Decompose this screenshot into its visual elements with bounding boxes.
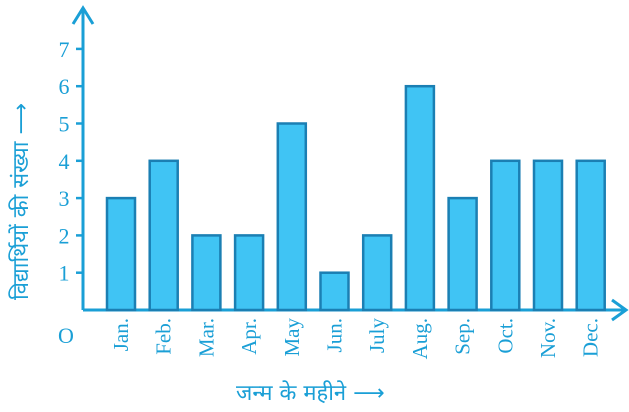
x-tick-label: Oct. — [493, 318, 517, 354]
bar — [276, 122, 308, 312]
y-tick-label: 4 — [59, 149, 70, 174]
x-tick-label: Feb. — [152, 318, 176, 355]
bar — [105, 196, 137, 312]
y-axis-title: विद्यार्थियों की संख्या ⟶ — [8, 103, 34, 300]
origin-label: O — [58, 323, 74, 348]
y-tick-label: 5 — [59, 112, 70, 137]
bar — [148, 159, 179, 312]
x-tick-label: Jun. — [323, 318, 347, 352]
bar — [233, 234, 265, 312]
bar — [404, 84, 436, 312]
x-tick-labels: Jan. Feb. Mar. Apr. May Jun. July Aug. Sep. Oct. N… — [109, 318, 603, 360]
x-tick-label: Mar. — [194, 318, 218, 357]
bar — [191, 234, 222, 312]
x-tick-label: Nov. — [536, 318, 560, 358]
x-axis-arrow-icon — [611, 298, 629, 322]
bars — [105, 84, 606, 312]
x-tick-label: Jan. — [109, 318, 133, 351]
bar — [532, 159, 564, 312]
bar — [575, 159, 606, 312]
bar — [490, 159, 521, 312]
y-tick-label: 1 — [59, 261, 70, 286]
x-tick-label: July — [365, 318, 389, 354]
y-tick-label: 7 — [59, 37, 70, 62]
y-axis-arrow-icon — [71, 5, 95, 25]
x-tick-label: May — [280, 318, 304, 357]
bar — [361, 234, 393, 312]
x-tick-label: Sep. — [451, 318, 475, 355]
x-tick-label: Aug. — [408, 318, 432, 359]
x-axis-title: जन्म के महीने ⟶ — [236, 380, 385, 406]
x-tick-label: Dec. — [579, 318, 603, 357]
bar — [319, 271, 350, 312]
y-ticks: 1 2 3 4 5 6 7 — [59, 37, 83, 286]
y-tick-label: 6 — [59, 74, 70, 99]
bar — [447, 196, 478, 312]
x-tick-label: Apr. — [237, 318, 261, 355]
y-tick-label: 2 — [59, 223, 70, 248]
y-tick-label: 3 — [59, 186, 70, 211]
